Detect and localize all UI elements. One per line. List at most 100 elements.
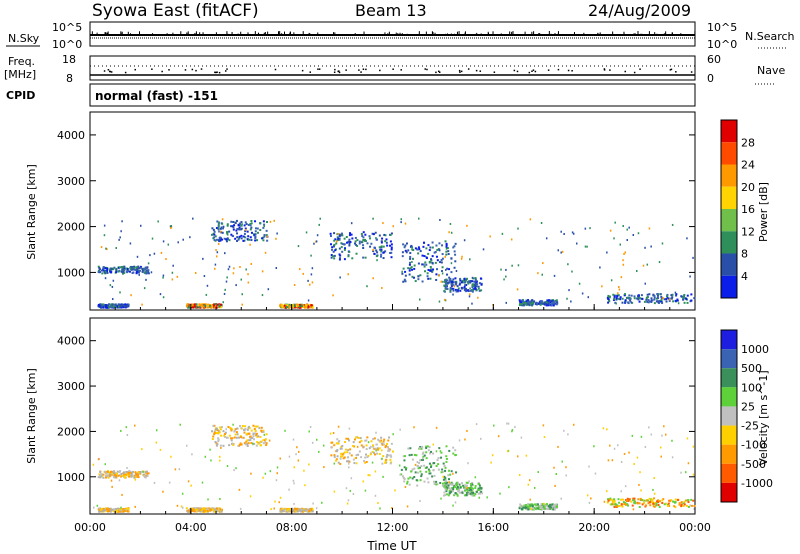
nave-dot — [215, 71, 217, 74]
echo-cell — [249, 495, 252, 498]
echo-cell — [121, 493, 123, 496]
echo-cell — [123, 475, 126, 478]
echo-cell — [422, 455, 425, 458]
echo-cell — [226, 224, 229, 227]
nave-dot — [103, 70, 106, 72]
nave-dot — [360, 71, 362, 73]
echo-cell — [468, 490, 471, 493]
echo-cell — [260, 429, 263, 432]
echo-cell — [373, 453, 376, 456]
echo-cell — [388, 436, 391, 439]
echo-cell — [249, 436, 252, 439]
echo-cell — [615, 302, 617, 305]
echo-cell — [657, 301, 660, 304]
echo-cell — [122, 268, 125, 271]
echo-cell — [653, 492, 656, 495]
echo-cell — [452, 488, 455, 491]
echo-cell — [308, 463, 310, 466]
echo-cell — [223, 433, 226, 436]
nave-dot — [571, 70, 573, 72]
echo-cell — [510, 238, 513, 241]
echo-cell — [195, 303, 198, 306]
echo-cell — [457, 287, 460, 290]
echo-cell — [475, 423, 478, 426]
echo-cell — [256, 227, 259, 230]
nave-dot — [200, 68, 203, 70]
echo-cell — [239, 436, 242, 439]
echo-cell — [144, 268, 147, 271]
echo-cell — [226, 276, 228, 279]
echo-cell — [514, 425, 516, 428]
echo-cell — [334, 249, 337, 252]
echo-cell — [232, 423, 234, 426]
echo-cell — [454, 486, 457, 489]
echo-cell — [245, 223, 248, 226]
echo-cell — [239, 266, 241, 269]
echo-cell — [102, 266, 105, 269]
echo-cell — [563, 429, 565, 432]
echo-cell — [593, 445, 595, 448]
echo-cell — [104, 306, 107, 309]
echo-cell — [379, 248, 382, 251]
echo-cell — [249, 427, 251, 430]
nsky-tick-top: 10^5 — [52, 21, 82, 34]
echo-cell — [382, 440, 385, 443]
echo-cell — [405, 468, 408, 471]
echo-cell — [222, 430, 225, 433]
echo-cell — [467, 486, 470, 489]
echo-cell — [425, 457, 428, 460]
echo-cell — [428, 261, 431, 264]
echo-cell — [260, 430, 263, 433]
echo-cell — [273, 507, 275, 510]
echo-cell — [224, 431, 227, 434]
velocity-colorbar-label: Velocity [m s^-1] — [757, 370, 770, 465]
echo-cell — [407, 447, 410, 450]
echo-cell — [122, 472, 125, 475]
echo-cell — [404, 455, 407, 458]
echo-cell — [553, 504, 556, 507]
echo-cell — [438, 300, 441, 303]
freq-panel: Freq. [MHz] 18 8 60 0 Nave — [4, 53, 785, 85]
echo-cell — [206, 284, 209, 287]
echo-cell — [464, 284, 467, 287]
nave-dot — [467, 68, 470, 70]
echo-cell — [541, 507, 544, 510]
nave-dot — [107, 69, 110, 71]
echo-cell — [528, 507, 531, 510]
echo-cell — [104, 267, 107, 270]
echo-cell — [134, 424, 136, 427]
echo-cell — [189, 236, 191, 239]
colorbar-frame — [720, 119, 738, 299]
echo-cell — [135, 472, 138, 475]
echo-cell — [222, 444, 225, 447]
echo-cell — [224, 435, 227, 438]
echo-cell — [534, 508, 537, 511]
echo-cell — [242, 239, 245, 242]
echo-cell — [466, 481, 469, 484]
echo-cell — [205, 293, 208, 296]
echo-cell — [362, 445, 365, 448]
echo-cell — [236, 236, 239, 239]
echo-cell — [288, 455, 291, 458]
echo-cell — [347, 255, 350, 258]
echo-cell — [225, 280, 228, 283]
echo-cell — [657, 503, 660, 506]
nave-dot — [318, 68, 321, 70]
echo-cell — [250, 442, 253, 445]
echo-cell — [524, 506, 527, 509]
echo-cell — [389, 240, 392, 243]
echo-cell — [528, 300, 531, 303]
echo-cell — [249, 224, 252, 227]
echo-cell — [249, 228, 252, 231]
echo-cell — [212, 435, 215, 438]
echo-cell — [226, 231, 229, 234]
echo-cell — [616, 444, 619, 447]
echo-cell — [550, 301, 553, 304]
echo-cell — [260, 426, 263, 429]
echo-cell — [218, 305, 221, 308]
echo-cell — [253, 442, 256, 445]
nave-dot — [516, 70, 519, 73]
echo-cell — [160, 251, 163, 254]
echo-cell — [430, 259, 433, 262]
echo-cell — [213, 510, 216, 513]
